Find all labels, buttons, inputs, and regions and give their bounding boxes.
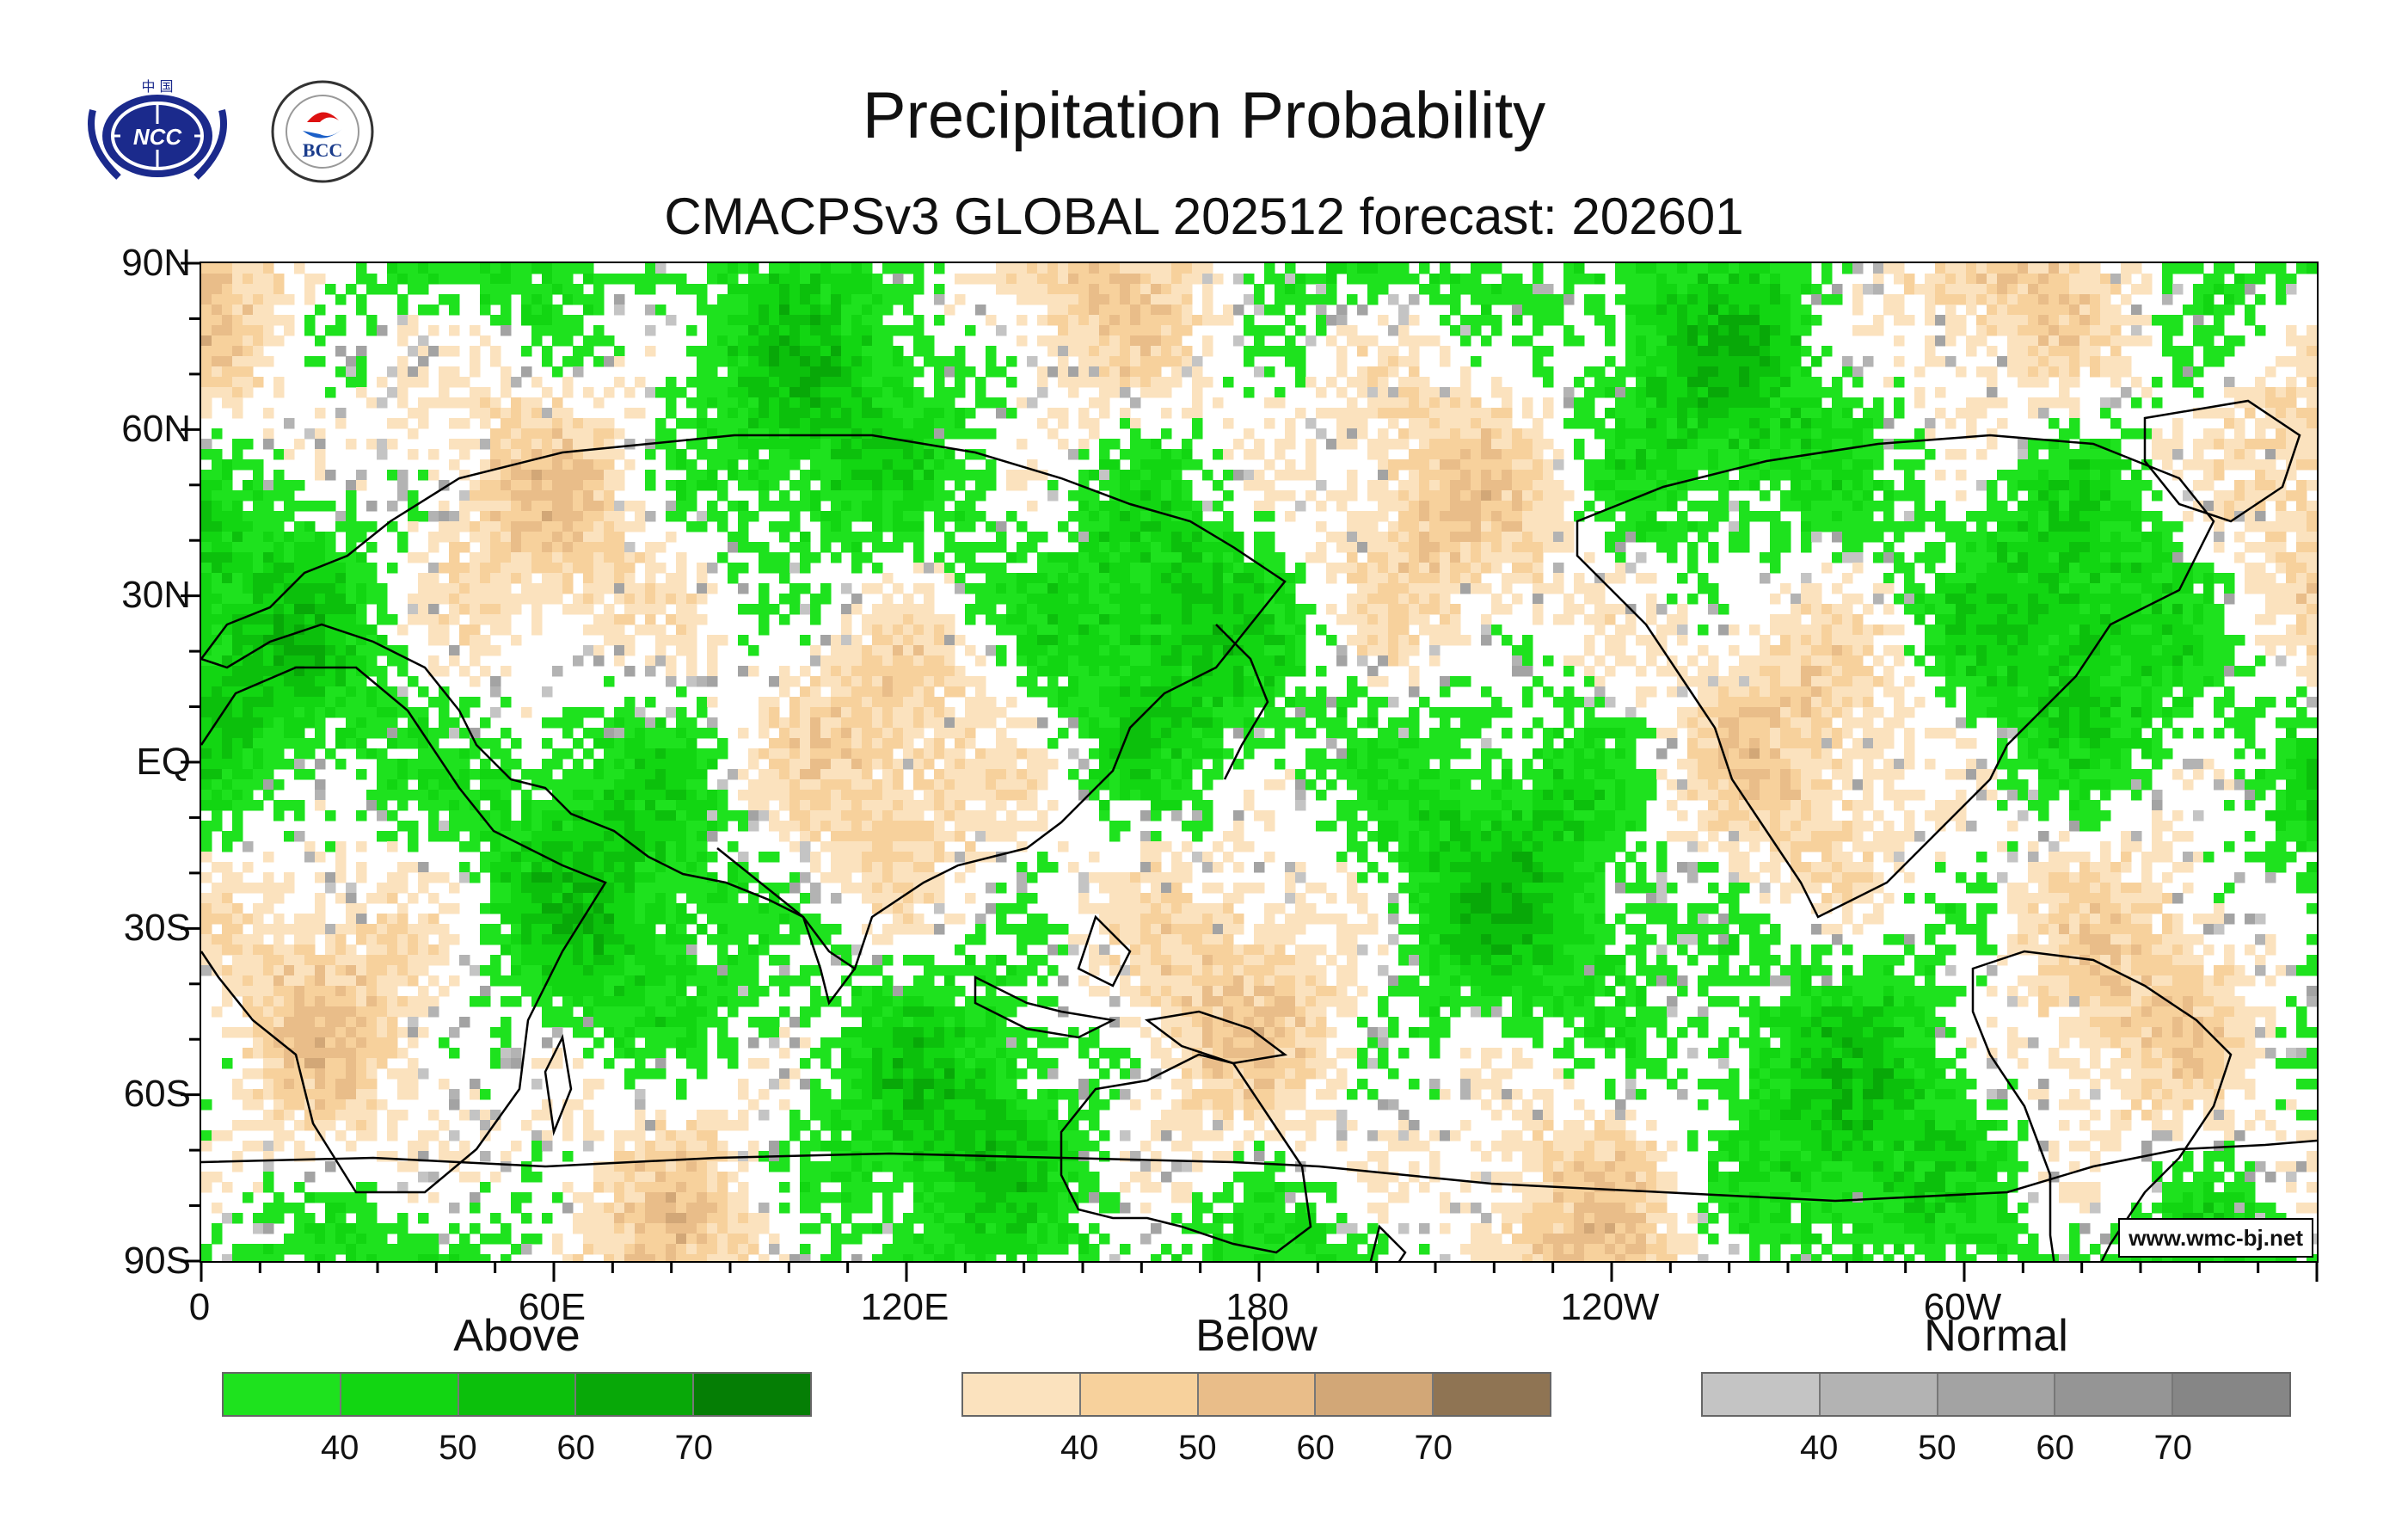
legend-tick-label: 40 (320, 1429, 359, 1467)
legend-swatch (1198, 1374, 1317, 1415)
y-tick-90s: 90S (123, 1240, 191, 1282)
legend-swatch (1703, 1374, 1821, 1415)
y-tick-30s: 30S (123, 907, 191, 949)
x-tick-120e: 120E (860, 1286, 949, 1328)
legend-swatch (694, 1374, 810, 1415)
x-tick-120w: 120W (1560, 1286, 1660, 1328)
credit-label: www.wmc-bj.net (2118, 1218, 2313, 1258)
legend-below-bar (961, 1372, 1551, 1417)
legend-above-ticks: 40 50 60 70 (222, 1417, 812, 1468)
legend-above: Above 40 50 60 70 (222, 1311, 812, 1468)
legend-swatch (2173, 1374, 2289, 1415)
ncc-logo: NCC 中 国 (67, 76, 248, 189)
y-tick-60s: 60S (123, 1073, 191, 1115)
legend-tick-label: 60 (2036, 1429, 2074, 1467)
legend-tick-label: 50 (439, 1429, 477, 1467)
x-tick-60w: 60W (1923, 1286, 2002, 1328)
chart-title: Precipitation Probability (862, 79, 1546, 152)
legend-swatch (458, 1374, 577, 1415)
legend-swatch (963, 1374, 1081, 1415)
legend-below: Below 40 50 60 70 (961, 1311, 1551, 1468)
map-panel: www.wmc-bj.net (200, 262, 2319, 1263)
bcc-logo: BCC (268, 77, 377, 186)
legend-normal-ticks: 40 50 60 70 (1701, 1417, 2291, 1468)
legend-above-title: Above (453, 1311, 580, 1361)
legend-tick-label: 70 (2153, 1429, 2193, 1467)
y-tick-60n: 60N (121, 408, 191, 450)
bcc-logo-text: BCC (303, 139, 342, 161)
x-tick-180: 180 (1226, 1286, 1289, 1328)
legend-normal: Normal 40 50 60 70 (1701, 1311, 2291, 1468)
legend-below-title: Below (1195, 1311, 1318, 1361)
legend-tick-label: 40 (1060, 1429, 1099, 1467)
chart-subtitle: CMACPSv3 GLOBAL 202512 forecast: 202601 (664, 188, 1744, 245)
x-tick-60e: 60E (518, 1286, 587, 1328)
legend-tick-label: 50 (1178, 1429, 1217, 1467)
ncc-logo-top-text: 中 国 (141, 78, 173, 95)
legend-swatch (341, 1374, 459, 1415)
legend-swatch (1434, 1374, 1550, 1415)
probability-map (201, 263, 2317, 1261)
y-tick-90n: 90N (121, 242, 191, 284)
legend-tick-label: 70 (674, 1429, 714, 1467)
legend-tick-label: 40 (1799, 1429, 1839, 1467)
ncc-logo-text: NCC (133, 124, 183, 150)
legend-tick-label: 60 (556, 1429, 595, 1467)
y-tick-30n: 30N (121, 574, 191, 616)
coastlines (201, 399, 2317, 1261)
legend-swatch (576, 1374, 695, 1415)
legend-swatch (1938, 1374, 2056, 1415)
legend-swatch (1316, 1374, 1434, 1415)
legend-above-bar (222, 1372, 812, 1417)
legend-swatch (1080, 1374, 1199, 1415)
legend-normal-bar (1701, 1372, 2291, 1417)
x-tick-0: 0 (188, 1286, 211, 1328)
legend-tick-label: 50 (1918, 1429, 1956, 1467)
legend-swatch (224, 1374, 341, 1415)
legend-swatch (1820, 1374, 1938, 1415)
legend-normal-title: Normal (1924, 1311, 2068, 1361)
legend-below-ticks: 40 50 60 70 (961, 1417, 1551, 1468)
legend-tick-label: 60 (1296, 1429, 1335, 1467)
legend-tick-label: 70 (1414, 1429, 1453, 1467)
legend-swatch (2055, 1374, 2174, 1415)
